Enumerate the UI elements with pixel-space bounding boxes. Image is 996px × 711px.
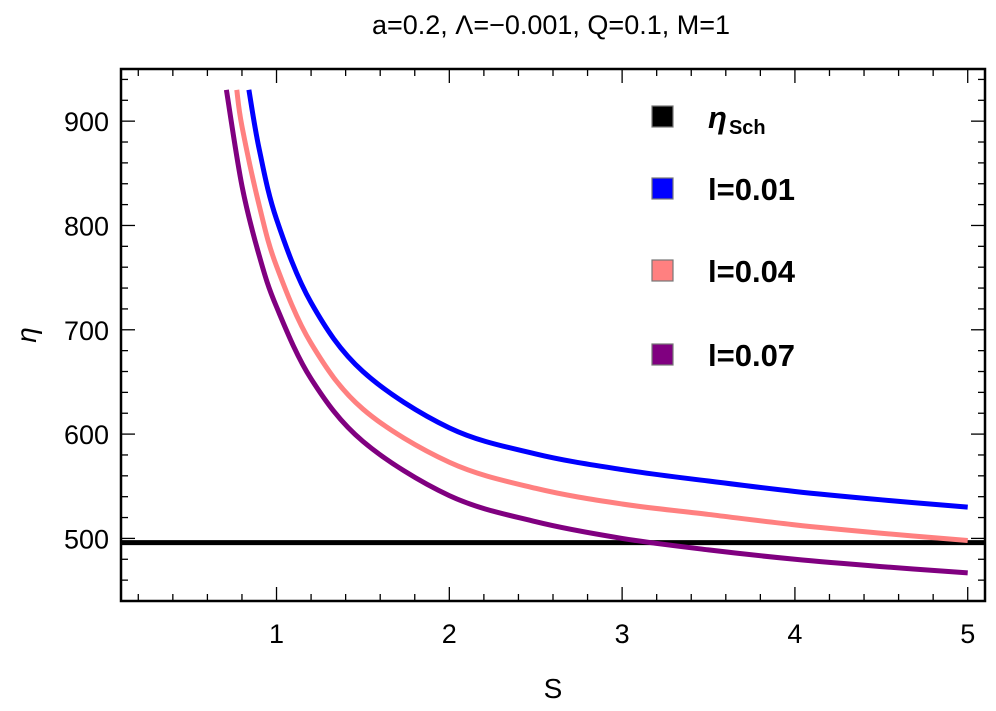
x-axis-label: S <box>544 673 563 704</box>
legend-label-0: η Sch <box>708 100 766 139</box>
legend-label-2: l=0.04 <box>708 254 796 289</box>
series-line-2 <box>234 89 968 543</box>
legend-swatch-3 <box>651 343 674 366</box>
series-line-1 <box>246 89 968 510</box>
y-tick-label: 600 <box>64 420 109 450</box>
y-tick-label: 500 <box>64 524 109 554</box>
chart-title: a=0.2, Λ=−0.001, Q=0.1, M=1 <box>372 10 730 40</box>
legend-label-1: l=0.01 <box>708 172 795 207</box>
y-tick-label: 800 <box>64 211 109 241</box>
legend-label-3: l=0.07 <box>708 338 795 373</box>
legend-swatch-0 <box>651 105 674 128</box>
legend-swatch-2 <box>651 259 674 282</box>
x-tick-label: 1 <box>269 619 284 649</box>
x-tick-label: 2 <box>442 619 457 649</box>
x-tick-label: 4 <box>787 619 802 649</box>
legend: η Sch l=0.01 l=0.04 l=0.07 <box>651 100 796 373</box>
series-line-3 <box>223 89 968 576</box>
y-axis-label: η <box>11 327 42 343</box>
y-tick-label: 700 <box>64 316 109 346</box>
plot-frame <box>119 67 987 603</box>
x-tick-label: 5 <box>960 619 975 649</box>
x-tick-label: 3 <box>615 619 630 649</box>
axis-ticks: 1 2 3 4 5 500 600 700 800 900 <box>64 69 985 649</box>
series-lines <box>121 89 985 576</box>
y-tick-label: 900 <box>64 107 109 137</box>
legend-swatch-1 <box>651 177 674 200</box>
plot-area: 1 2 3 4 5 500 600 700 800 900 <box>64 67 987 649</box>
